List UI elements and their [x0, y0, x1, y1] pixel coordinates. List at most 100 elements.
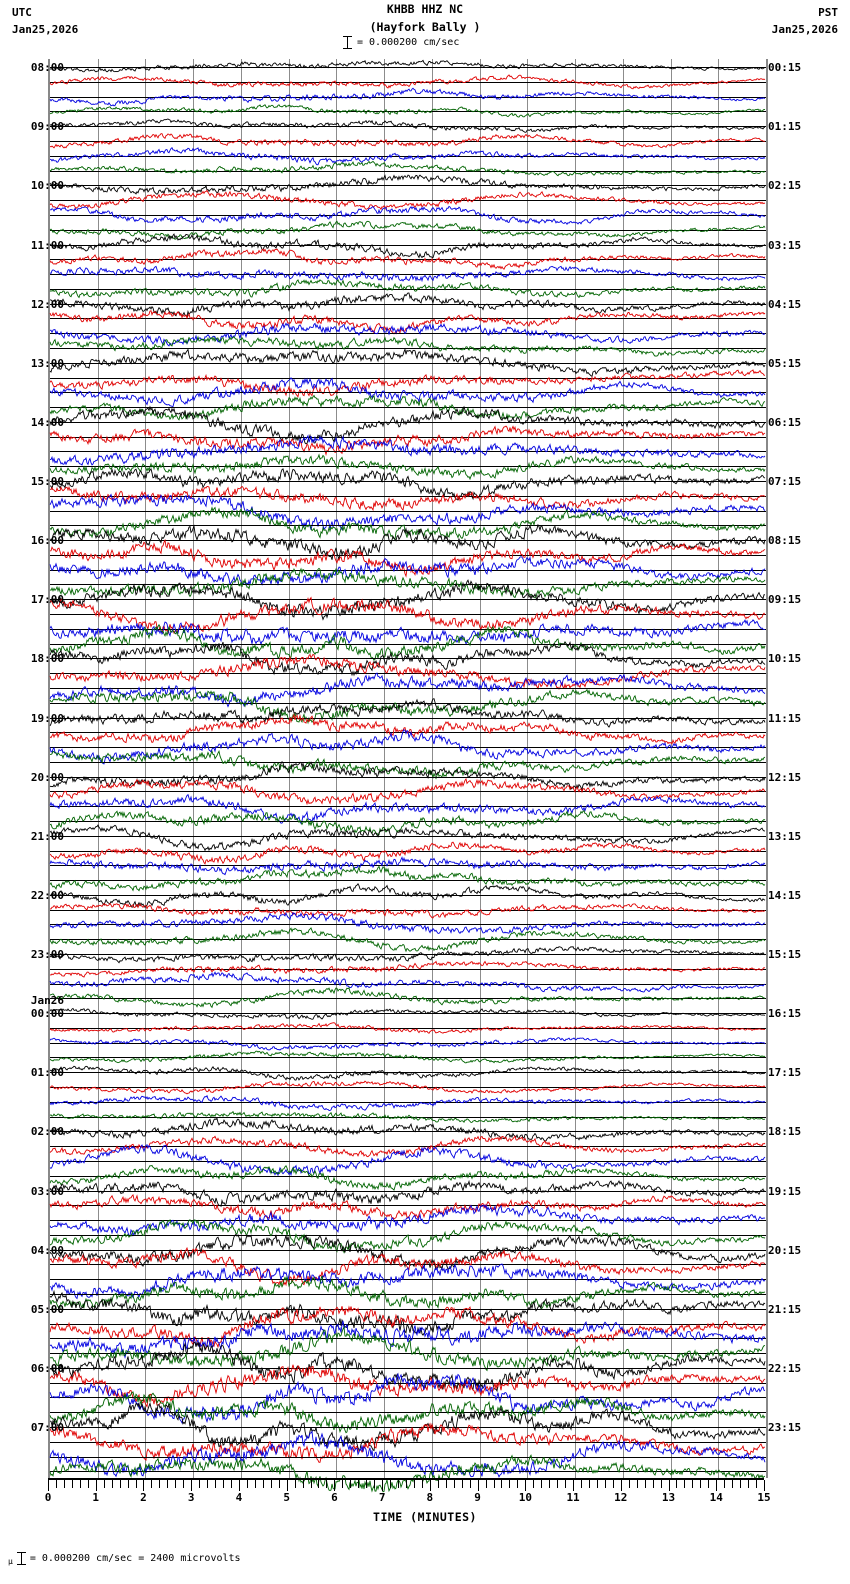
- trace-path: [49, 59, 766, 73]
- x-tick-major: [286, 1480, 288, 1491]
- x-tick-minor: [652, 1480, 654, 1488]
- trace-path: [49, 1233, 766, 1271]
- x-tick-minor: [684, 1480, 686, 1488]
- x-tick-minor: [55, 1480, 57, 1488]
- trace-path: [49, 335, 766, 357]
- x-tick-major: [620, 1480, 622, 1491]
- utc-hour-label: 20:00: [30, 771, 64, 784]
- trace-path: [49, 793, 766, 825]
- seismic-trace: [49, 1110, 766, 1123]
- x-tick-label: 14: [709, 1491, 723, 1504]
- trace-path: [49, 855, 766, 876]
- trace-baseline: [50, 1191, 766, 1192]
- seismic-trace: [49, 160, 766, 176]
- utc-hour-label: 22:00: [30, 889, 64, 902]
- seismic-trace: [49, 205, 766, 225]
- trace-baseline: [50, 1102, 766, 1103]
- gridline-minute-11: [575, 59, 577, 1478]
- x-tick-label: 12: [614, 1491, 628, 1504]
- trace-baseline: [50, 1427, 766, 1428]
- x-tick-minor: [644, 1480, 646, 1488]
- x-tick-minor: [326, 1480, 328, 1488]
- trace-baseline: [50, 718, 766, 719]
- trace-baseline: [50, 865, 766, 866]
- trace-path: [49, 1203, 766, 1237]
- x-tick-minor: [183, 1480, 185, 1488]
- trace-baseline: [50, 555, 766, 556]
- seismic-trace: [49, 335, 766, 357]
- utc-hour-label: 11:00: [30, 239, 64, 252]
- trace-path: [49, 1164, 766, 1191]
- x-tick-minor: [461, 1480, 463, 1488]
- seismic-trace: [49, 265, 766, 282]
- scale-ibeam-icon: [343, 36, 352, 49]
- x-tick-minor: [588, 1480, 590, 1488]
- pst-header-block: PST Jan25,2026: [772, 6, 838, 36]
- x-tick-minor: [748, 1480, 750, 1488]
- trace-path: [49, 205, 766, 225]
- trace-baseline: [50, 614, 766, 615]
- seismic-trace: [49, 278, 766, 299]
- x-tick-minor: [549, 1480, 551, 1488]
- seismic-trace: [49, 777, 766, 805]
- trace-baseline: [50, 274, 766, 275]
- utc-hour-label: 07:00: [30, 1421, 64, 1434]
- x-tick-minor: [398, 1480, 400, 1488]
- trace-baseline: [50, 1412, 766, 1413]
- utc-hour-label: 03:00: [30, 1185, 64, 1198]
- x-tick-minor: [565, 1480, 567, 1488]
- seismogram-plot[interactable]: [48, 59, 768, 1493]
- trace-baseline: [50, 880, 766, 881]
- trace-path: [49, 394, 766, 421]
- trace-path: [49, 232, 766, 259]
- seismic-trace: [49, 823, 766, 852]
- seismic-trace: [49, 1320, 766, 1359]
- trace-path: [49, 865, 766, 892]
- trace-path: [49, 1110, 766, 1123]
- trace-path: [49, 103, 766, 118]
- trace-baseline: [50, 673, 766, 674]
- utc-hour-label: 01:00: [30, 1066, 64, 1079]
- x-tick-minor: [119, 1480, 121, 1488]
- seismic-trace: [49, 1341, 766, 1392]
- pst-hour-label: 19:15: [768, 1185, 802, 1198]
- micro-symbol: µ: [8, 1557, 13, 1566]
- x-tick-minor: [612, 1480, 614, 1488]
- trace-baseline: [50, 1161, 766, 1162]
- trace-path: [49, 1325, 766, 1372]
- gridline-minute-1: [97, 59, 99, 1478]
- trace-path: [49, 1320, 766, 1359]
- seismic-trace: [49, 1422, 766, 1463]
- x-tick-major: [334, 1480, 336, 1491]
- seismic-trace: [49, 760, 766, 791]
- trace-path: [49, 653, 766, 690]
- x-tick-minor: [676, 1480, 678, 1488]
- utc-hour-label: 15:00: [30, 475, 64, 488]
- trace-path: [49, 555, 766, 586]
- x-tick-major: [525, 1480, 527, 1491]
- gridline-minute-2: [145, 59, 147, 1478]
- pst-hour-label: 05:15: [768, 357, 802, 370]
- pst-hour-label: 03:15: [768, 239, 802, 252]
- seismic-trace: [49, 855, 766, 876]
- x-tick-minor: [724, 1480, 726, 1488]
- footer-scale-note: µ = 0.000200 cm/sec = 2400 microvolts: [8, 1552, 241, 1566]
- trace-baseline: [50, 1471, 766, 1472]
- x-axis: 0 1 2 3 4 5 6 7 8 9 10 11 12 13 14 15: [45, 1478, 771, 1518]
- pst-hour-label: 04:15: [768, 298, 802, 311]
- x-tick-minor: [254, 1480, 256, 1488]
- seismic-trace: [49, 1116, 766, 1142]
- seismic-trace: [49, 368, 766, 398]
- trace-path: [49, 309, 766, 335]
- station-code-label: KHBB HHZ NC: [386, 2, 464, 16]
- x-tick-minor: [302, 1480, 304, 1488]
- trace-path: [49, 146, 766, 165]
- seismic-trace: [49, 623, 766, 661]
- trace-path: [49, 1453, 766, 1493]
- x-tick-label: 15: [757, 1491, 771, 1504]
- pst-hour-label: 21:15: [768, 1303, 802, 1316]
- trace-baseline: [50, 407, 766, 408]
- trace-path: [49, 1021, 766, 1034]
- trace-baseline: [50, 97, 766, 98]
- trace-baseline: [50, 333, 766, 334]
